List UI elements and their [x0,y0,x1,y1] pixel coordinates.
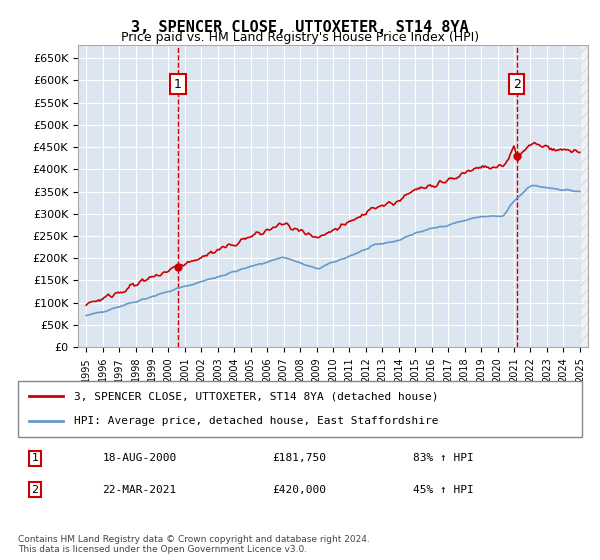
Bar [580,45,588,347]
Text: Price paid vs. HM Land Registry's House Price Index (HPI): Price paid vs. HM Land Registry's House … [121,31,479,44]
Text: 2: 2 [513,78,521,91]
Text: 3, SPENCER CLOSE, UTTOXETER, ST14 8YA (detached house): 3, SPENCER CLOSE, UTTOXETER, ST14 8YA (d… [74,391,439,402]
Text: 1: 1 [31,454,38,464]
Text: 2: 2 [31,485,38,494]
Text: £420,000: £420,000 [272,485,326,494]
Text: 83% ↑ HPI: 83% ↑ HPI [413,454,473,464]
Text: 18-AUG-2000: 18-AUG-2000 [103,454,177,464]
Text: 22-MAR-2021: 22-MAR-2021 [103,485,177,494]
Text: £181,750: £181,750 [272,454,326,464]
Text: HPI: Average price, detached house, East Staffordshire: HPI: Average price, detached house, East… [74,416,439,426]
Text: 45% ↑ HPI: 45% ↑ HPI [413,485,473,494]
FancyBboxPatch shape [18,381,582,437]
Text: Contains HM Land Registry data © Crown copyright and database right 2024.
This d: Contains HM Land Registry data © Crown c… [18,535,370,554]
Text: 1: 1 [174,78,182,91]
Text: 3, SPENCER CLOSE, UTTOXETER, ST14 8YA: 3, SPENCER CLOSE, UTTOXETER, ST14 8YA [131,20,469,35]
